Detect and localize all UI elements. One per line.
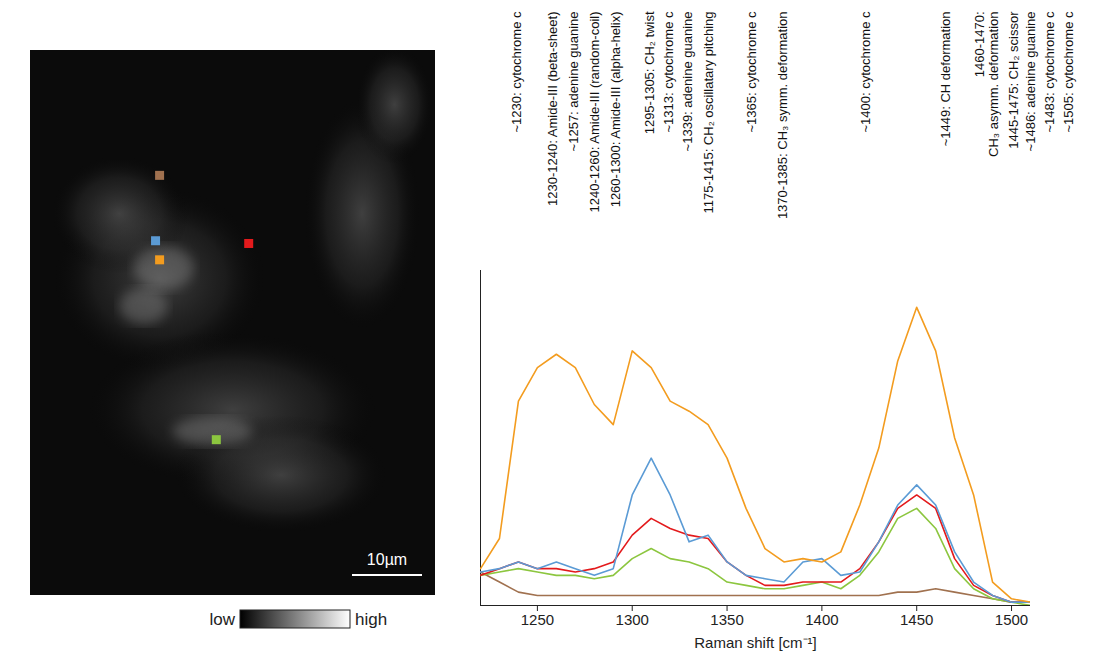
- svg-text:1460-1470:CH₃ asymm. deformati: 1460-1470:CH₃ asymm. deformation: [972, 12, 1001, 157]
- svg-text:1250: 1250: [521, 611, 554, 628]
- svg-text:~1483: cytochrome c: ~1483: cytochrome c: [1042, 11, 1057, 133]
- svg-text:1445-1475: CH₂ scissor: 1445-1475: CH₂ scissor: [1006, 11, 1021, 149]
- svg-text:1450: 1450: [900, 611, 933, 628]
- svg-text:~1230: cytochrome c: ~1230: cytochrome c: [509, 11, 524, 133]
- svg-text:high: high: [355, 610, 387, 629]
- svg-text:1295-1305: CH₂ twist: 1295-1305: CH₂ twist: [642, 11, 657, 134]
- svg-text:~1400: cytochrome c: ~1400: cytochrome c: [858, 11, 873, 133]
- svg-text:1370-1385: CH₃ symm. deformati: 1370-1385: CH₃ symm. deformation: [775, 12, 790, 220]
- svg-text:1175-1415: CH₂ oscillatary pit: 1175-1415: CH₂ oscillatary pitching: [701, 12, 716, 214]
- svg-text:~1313: cytochrome c: ~1313: cytochrome c: [661, 11, 676, 133]
- svg-text:1230-1240: Amide-III (beta-she: 1230-1240: Amide-III (beta-sheet): [545, 12, 560, 206]
- svg-text:~1486: adenine guanine: ~1486: adenine guanine: [1023, 12, 1038, 152]
- svg-text:~1257: adenine guanine: ~1257: adenine guanine: [566, 12, 581, 152]
- svg-text:1400: 1400: [805, 611, 838, 628]
- svg-text:~1449: CH deformation: ~1449: CH deformation: [938, 12, 953, 147]
- svg-text:10µm: 10µm: [367, 551, 407, 568]
- svg-text:1260-1300: Amide-III (alpha-he: 1260-1300: Amide-III (alpha-helix): [608, 12, 623, 208]
- svg-text:Raman shift [cm⁻¹]: Raman shift [cm⁻¹]: [694, 634, 817, 651]
- svg-text:low: low: [209, 610, 235, 629]
- svg-text:~1339: adenine guanine: ~1339: adenine guanine: [680, 12, 695, 152]
- svg-text:1300: 1300: [616, 611, 649, 628]
- svg-text:1240-1260: Amide-III (random-c: 1240-1260: Amide-III (random-coil): [587, 12, 602, 213]
- svg-text:~1365: cytochrome c: ~1365: cytochrome c: [744, 11, 759, 133]
- svg-text:~1505: cytochrome c: ~1505: cytochrome c: [1061, 11, 1076, 133]
- svg-text:1500: 1500: [995, 611, 1028, 628]
- svg-text:1350: 1350: [710, 611, 743, 628]
